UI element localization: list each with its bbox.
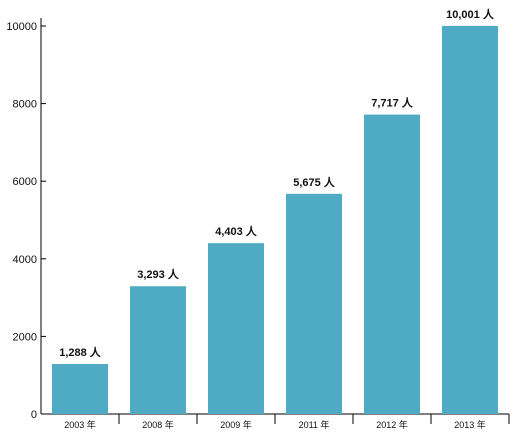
x-tick-label: 2013 年 bbox=[454, 419, 486, 430]
bars bbox=[52, 25, 498, 415]
y-tick-label: 4000 bbox=[13, 254, 37, 266]
data-label: 4,403 人 bbox=[215, 224, 258, 238]
y-tick-label: 10000 bbox=[6, 21, 37, 33]
data-labels: 1,288 人 3,293 人 4,403 人 5,675 人 7,717 人 10,00… bbox=[59, 7, 495, 359]
x-tick-label: 2003 年 bbox=[64, 419, 96, 430]
bar-2 bbox=[208, 243, 264, 414]
data-label: 1,288 人 bbox=[59, 345, 102, 359]
bar-5 bbox=[442, 25, 498, 414]
bar-4 bbox=[364, 114, 420, 415]
bar-1 bbox=[130, 286, 186, 414]
bar-0 bbox=[52, 364, 108, 414]
y-tick-label: 2000 bbox=[13, 331, 37, 343]
y-tick-label: 8000 bbox=[13, 99, 37, 111]
data-label: 10,001 人 bbox=[446, 7, 495, 21]
y-tick-label: 0 bbox=[31, 409, 37, 421]
x-tick-label: 2012 年 bbox=[376, 419, 408, 430]
data-label: 7,717 人 bbox=[371, 96, 414, 110]
x-tick-label: 2009 年 bbox=[220, 419, 252, 430]
y-axis: 0 2000 4000 6000 8000 10000 bbox=[6, 18, 46, 421]
x-axis: 2003 年 2008 年 2009 年 2011 年 2012 年 2013 年 bbox=[41, 413, 510, 430]
data-label: 3,293 人 bbox=[137, 267, 180, 281]
x-tick-label: 2008 年 bbox=[142, 419, 174, 430]
data-label: 5,675 人 bbox=[293, 175, 336, 189]
bar-3 bbox=[286, 193, 342, 414]
y-tick-label: 6000 bbox=[13, 176, 37, 188]
x-tick-label: 2011 年 bbox=[299, 419, 330, 430]
